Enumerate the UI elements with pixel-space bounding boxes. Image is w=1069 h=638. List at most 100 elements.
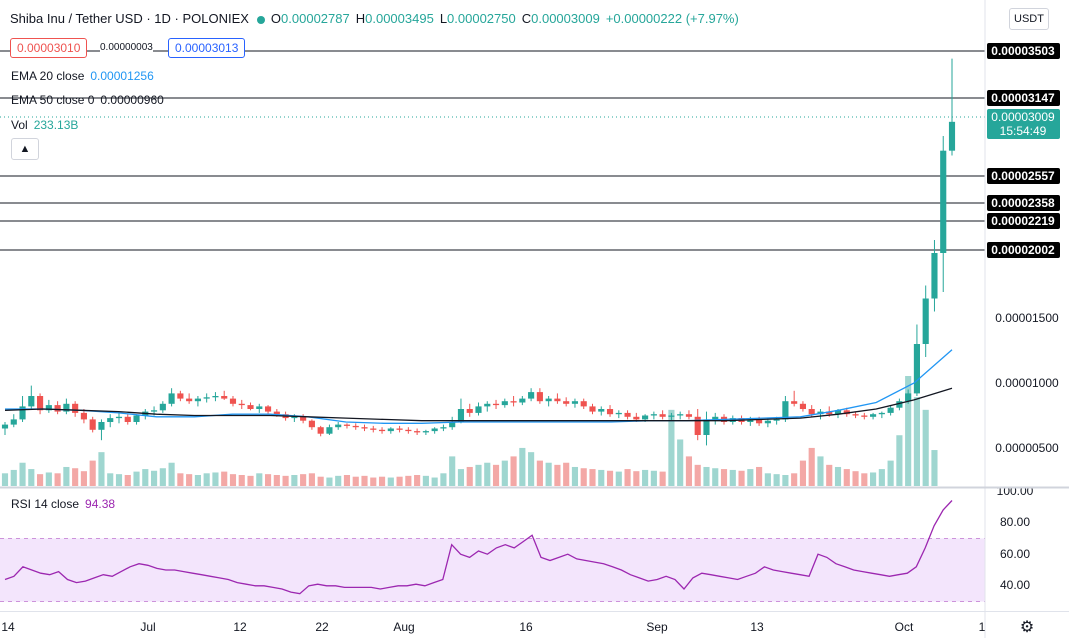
candle-body[interactable] bbox=[396, 428, 403, 430]
gear-icon[interactable]: ⚙ bbox=[1019, 619, 1035, 636]
collapse-legend-button[interactable]: ▲ bbox=[11, 138, 39, 160]
candle-body[interactable] bbox=[203, 397, 210, 399]
candle-body[interactable] bbox=[545, 398, 552, 402]
candle-body[interactable] bbox=[229, 398, 237, 404]
candle-body[interactable] bbox=[571, 401, 579, 404]
candle-body[interactable] bbox=[940, 150, 947, 253]
candle-body[interactable] bbox=[449, 422, 456, 428]
rsi-legend[interactable]: RSI 14 close 94.38 bbox=[11, 497, 115, 511]
candle-body[interactable] bbox=[89, 419, 96, 430]
volume-legend[interactable]: Vol 233.13B bbox=[11, 118, 78, 132]
candle-body[interactable] bbox=[580, 401, 587, 407]
candle-body[interactable] bbox=[703, 419, 710, 435]
candle-body[interactable] bbox=[861, 415, 868, 417]
candle-body[interactable] bbox=[168, 393, 175, 404]
candle-body[interactable] bbox=[624, 412, 631, 417]
candle-body[interactable] bbox=[834, 410, 842, 415]
candle-body[interactable] bbox=[519, 398, 526, 403]
candle-body[interactable] bbox=[606, 409, 614, 415]
candle-body[interactable] bbox=[878, 412, 885, 415]
candle-body[interactable] bbox=[501, 401, 508, 406]
candle-body[interactable] bbox=[80, 412, 87, 420]
candle-body[interactable] bbox=[115, 416, 123, 419]
candle-body[interactable] bbox=[177, 393, 184, 399]
ema50-legend[interactable]: EMA 50 close 0 0.00000960 bbox=[11, 93, 164, 107]
candle-body[interactable] bbox=[150, 410, 158, 412]
candle-body[interactable] bbox=[457, 409, 465, 422]
currency-button[interactable]: USDT bbox=[1009, 8, 1049, 30]
candle-body[interactable] bbox=[528, 392, 535, 399]
candle-body[interactable] bbox=[589, 406, 596, 412]
candle-body[interactable] bbox=[1, 424, 9, 429]
candle-body[interactable] bbox=[887, 407, 894, 413]
candle-body[interactable] bbox=[931, 253, 938, 299]
candle-body[interactable] bbox=[642, 415, 649, 420]
candle-body[interactable] bbox=[922, 298, 929, 345]
candle-body[interactable] bbox=[264, 406, 272, 412]
candle-body[interactable] bbox=[361, 427, 368, 429]
candle-body[interactable] bbox=[633, 416, 640, 420]
sell-price-box[interactable]: 0.00003010 bbox=[10, 38, 88, 58]
candle-body[interactable] bbox=[133, 415, 140, 423]
candle-body[interactable] bbox=[747, 419, 754, 422]
candle-body[interactable] bbox=[712, 416, 719, 420]
candle-body[interactable] bbox=[799, 403, 807, 409]
buy-price-box[interactable]: 0.00003013 bbox=[168, 38, 246, 58]
candle-body[interactable] bbox=[221, 396, 228, 399]
candle-body[interactable] bbox=[615, 412, 622, 415]
candle-body[interactable] bbox=[370, 428, 377, 430]
candle-body[interactable] bbox=[238, 403, 245, 406]
candle-body[interactable] bbox=[764, 420, 771, 424]
candle-body[interactable] bbox=[484, 403, 491, 407]
candle-body[interactable] bbox=[440, 427, 447, 429]
candle-body[interactable] bbox=[694, 416, 701, 435]
candle-body[interactable] bbox=[291, 416, 298, 419]
candle-body[interactable] bbox=[414, 431, 421, 433]
candle-body[interactable] bbox=[107, 418, 114, 422]
candle-body[interactable] bbox=[352, 425, 359, 428]
candle-body[interactable] bbox=[668, 415, 675, 417]
candle-body[interactable] bbox=[37, 396, 44, 411]
ema50-line[interactable] bbox=[4, 387, 953, 422]
candle-body[interactable] bbox=[300, 416, 307, 421]
candle-body[interactable] bbox=[563, 401, 570, 404]
candle-body[interactable] bbox=[677, 414, 684, 416]
candle-body[interactable] bbox=[256, 406, 263, 409]
symbol-title[interactable]: Shiba Inu / Tether USD · 1D · POLONIEX bbox=[10, 11, 249, 26]
candle-body[interactable] bbox=[870, 414, 877, 417]
candle-body[interactable] bbox=[431, 428, 438, 432]
candle-body[interactable] bbox=[212, 396, 219, 398]
candle-body[interactable] bbox=[54, 405, 61, 412]
candle-body[interactable] bbox=[905, 393, 912, 402]
candle-body[interactable] bbox=[247, 405, 254, 409]
candle-body[interactable] bbox=[335, 424, 342, 428]
candle-body[interactable] bbox=[343, 424, 351, 426]
candle-body[interactable] bbox=[63, 403, 70, 412]
candle-body[interactable] bbox=[808, 409, 815, 415]
candle-body[interactable] bbox=[45, 405, 52, 411]
candle-body[interactable] bbox=[273, 411, 280, 415]
ema20-legend[interactable]: EMA 20 close 0.00001256 bbox=[11, 69, 154, 83]
candle-body[interactable] bbox=[317, 427, 324, 434]
candle-body[interactable] bbox=[466, 409, 473, 413]
candle-body[interactable] bbox=[194, 398, 201, 402]
candle-body[interactable] bbox=[72, 403, 79, 413]
candle-body[interactable] bbox=[948, 121, 956, 151]
candle-body[interactable] bbox=[378, 429, 386, 432]
candle-body[interactable] bbox=[326, 427, 333, 434]
candle-body[interactable] bbox=[10, 419, 17, 425]
candle-body[interactable] bbox=[475, 406, 482, 413]
candle-body[interactable] bbox=[387, 428, 394, 432]
candle-body[interactable] bbox=[773, 419, 780, 421]
candle-body[interactable] bbox=[186, 398, 193, 402]
candle-body[interactable] bbox=[913, 344, 920, 394]
candle-body[interactable] bbox=[791, 401, 798, 404]
ema20-line[interactable] bbox=[5, 349, 953, 424]
candle-body[interactable] bbox=[308, 420, 315, 428]
rsi-line[interactable] bbox=[4, 500, 953, 595]
candle-body[interactable] bbox=[650, 414, 657, 416]
candle-body[interactable] bbox=[19, 406, 26, 420]
candle-body[interactable] bbox=[685, 414, 693, 417]
candle-body[interactable] bbox=[405, 429, 412, 432]
